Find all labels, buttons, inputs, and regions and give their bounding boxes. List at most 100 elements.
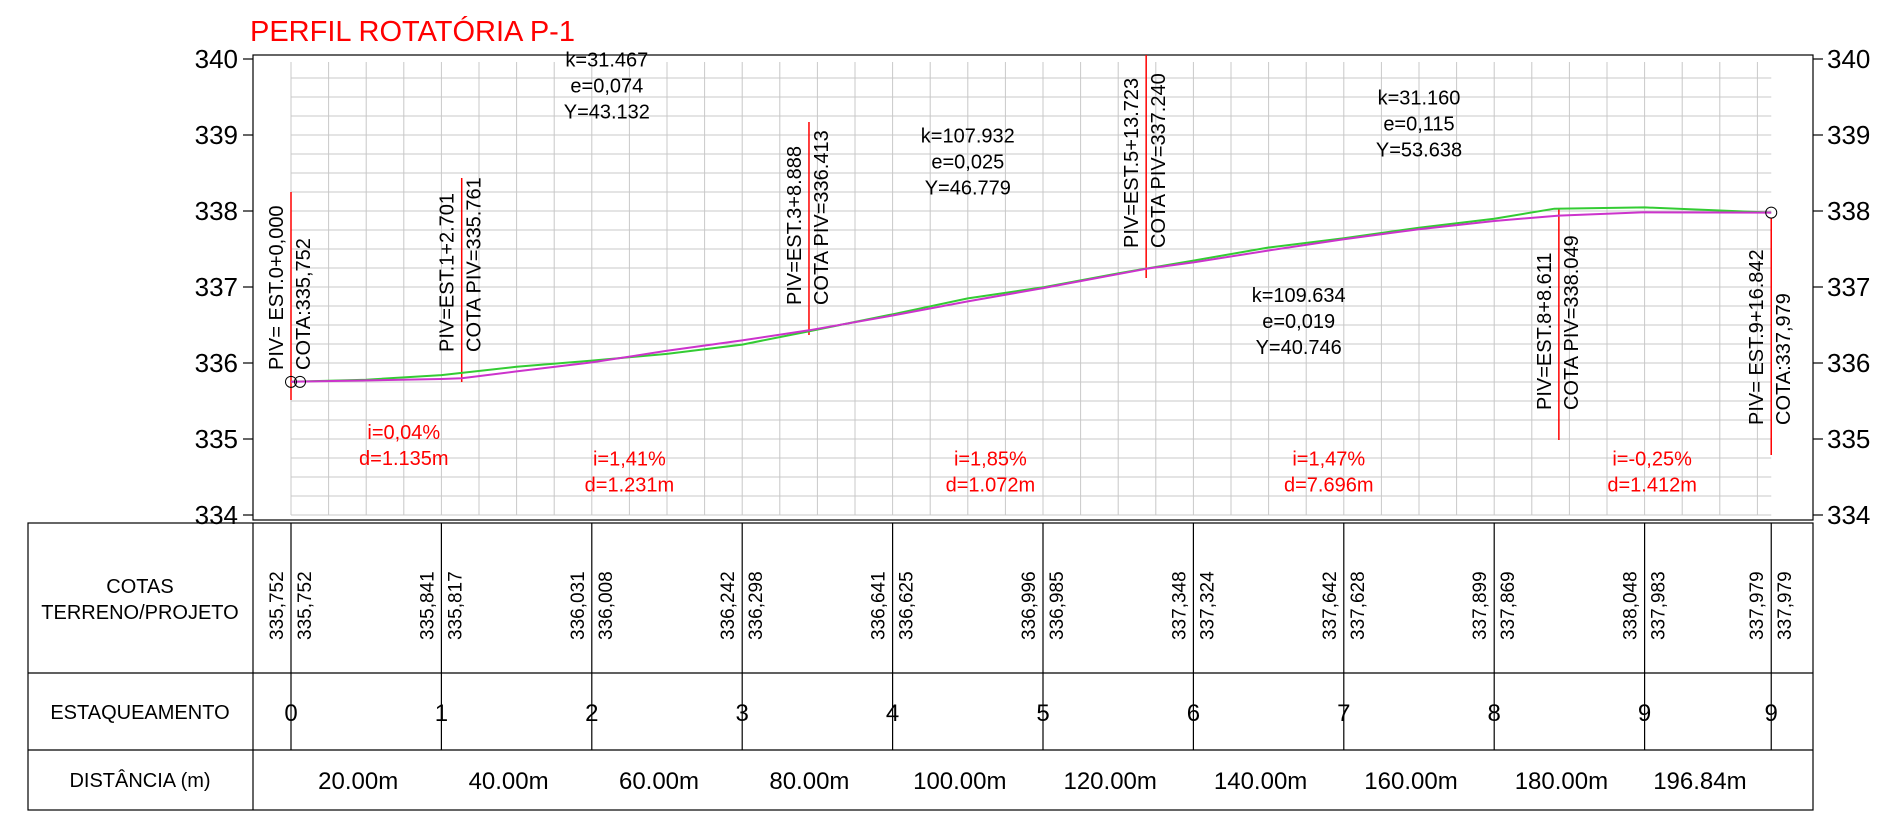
piv-station-label: PIV= EST.0+0,000 xyxy=(266,205,288,370)
slope-annotations: i=0,04% d=1.135m i=1,41% d=1.231m i=1,85% d=1… xyxy=(359,422,1697,497)
distance-value: 120.00m xyxy=(1063,768,1156,795)
chart-frame xyxy=(27,54,1814,811)
cotas-label-line1: COTAS xyxy=(106,576,173,598)
cota-projeto: 336,985 xyxy=(1047,571,1068,640)
y-tick-label-right: 334 xyxy=(1827,500,1870,530)
y-tick-label-right: 340 xyxy=(1827,44,1870,74)
y-tick-label-right: 337 xyxy=(1827,272,1870,302)
terrain-line xyxy=(290,206,1772,383)
distance-value: 180.00m xyxy=(1515,768,1608,795)
station-number: 8 xyxy=(1488,700,1501,727)
slope-length: d=7.696m xyxy=(1284,475,1374,497)
curve-parameter: e=0,115 xyxy=(1383,114,1454,136)
cota-terreno: 337,642 xyxy=(1320,571,1341,640)
piv-station-label: PIV= EST.9+16.842 xyxy=(1746,249,1768,425)
y-tick-label-left: 334 xyxy=(195,500,238,530)
cota-terreno: 336,242 xyxy=(718,571,739,640)
distance-value: 196.84m xyxy=(1653,768,1746,795)
distance-value: 60.00m xyxy=(619,768,699,795)
cota-terreno: 336,641 xyxy=(869,571,890,640)
y-tick-label-left: 340 xyxy=(195,44,238,74)
y-tick-label-right: 339 xyxy=(1827,120,1870,150)
piv-elevation-label: COTA PIV=337.240 xyxy=(1148,73,1170,248)
y-tick-label-right: 336 xyxy=(1827,348,1870,378)
distance-value: 20.00m xyxy=(318,768,398,795)
project-line xyxy=(290,211,1772,383)
piv-station-label: PIV=EST.1+2.701 xyxy=(437,193,459,352)
cota-projeto: 335,817 xyxy=(445,571,466,640)
cota-projeto: 337,983 xyxy=(1649,571,1670,640)
piv-elevation-label: COTA PIV=336.413 xyxy=(811,130,833,305)
curve-parameter: k=31.467 xyxy=(565,50,648,72)
piv-station-label: PIV=EST.8+8.611 xyxy=(1534,252,1556,410)
curve-parameter: Y=43.132 xyxy=(564,102,650,124)
slope-length: d=1.231m xyxy=(585,475,675,497)
cota-terreno: 336,031 xyxy=(568,571,589,640)
piv-elevation-label: COTA PIV=335.761 xyxy=(464,177,486,352)
curve-annotations: k=31.467 e=0,074 Y=43.132 k=107.932 e=0,025 Y… xyxy=(564,50,1462,360)
curve-parameter: e=0,074 xyxy=(570,76,643,98)
slope-grade: i=1,85% xyxy=(954,449,1027,471)
curve-parameter: k=107.932 xyxy=(921,126,1015,148)
station-number: 7 xyxy=(1337,700,1350,727)
slope-length: d=1.135m xyxy=(359,448,449,470)
y-tick-label-left: 338 xyxy=(195,196,238,226)
slope-length: d=1.072m xyxy=(946,475,1036,497)
station-number: 6 xyxy=(1187,700,1200,727)
station-number: 9 xyxy=(1638,700,1651,727)
cota-projeto: 337,869 xyxy=(1498,571,1519,640)
slope-grade: i=1,47% xyxy=(1292,449,1365,471)
slope-grade: i=1,41% xyxy=(593,449,666,471)
piv-markers: PIV= EST.0+0,000 COTA:335,752 PIV=EST.1+2.… xyxy=(266,55,1795,455)
distance-value: 160.00m xyxy=(1364,768,1457,795)
station-number: 2 xyxy=(585,700,598,727)
slope-grade: i=0,04% xyxy=(367,422,440,444)
cota-terreno: 338,048 xyxy=(1621,571,1642,640)
cota-projeto: 337,628 xyxy=(1348,571,1369,640)
y-tick-label-left: 339 xyxy=(195,120,238,150)
curve-parameter: e=0,025 xyxy=(931,152,1004,174)
distance-value: 140.00m xyxy=(1214,768,1307,795)
y-tick-label-left: 337 xyxy=(195,272,238,302)
cota-projeto: 336,298 xyxy=(746,571,767,640)
curve-parameter: Y=53.638 xyxy=(1376,140,1462,162)
station-number: 0 xyxy=(284,700,297,727)
distance-value: 40.00m xyxy=(469,768,549,795)
cota-projeto: 337,979 xyxy=(1775,571,1796,640)
cota-projeto: 337,324 xyxy=(1197,571,1218,640)
y-tick-label-left: 335 xyxy=(195,424,238,454)
start-point-marker xyxy=(285,375,297,388)
piv-station-label: PIV=EST.5+13.723 xyxy=(1121,78,1143,248)
estaqueamento-label: ESTAQUEAMENTO xyxy=(50,702,229,724)
cota-terreno: 337,979 xyxy=(1747,571,1768,640)
slope-length: d=1.412m xyxy=(1607,475,1697,497)
piv-elevation-label: COTA:335,752 xyxy=(293,238,315,370)
curve-parameter: Y=40.746 xyxy=(1256,337,1342,359)
cota-terreno: 337,899 xyxy=(1470,571,1491,640)
elevation-axes: 334 334 335 335 336 336 337 337 338 338 339 339 340 3… xyxy=(195,44,1871,530)
station-number: 4 xyxy=(886,700,899,727)
table-border xyxy=(27,522,1814,811)
cota-terreno: 335,841 xyxy=(417,571,438,640)
station-number: 3 xyxy=(736,700,749,727)
profile-title: PERFIL ROTATÓRIA P-1 xyxy=(250,15,575,48)
curve-parameter: k=109.634 xyxy=(1252,285,1346,307)
curve-parameter: Y=46.779 xyxy=(925,178,1011,200)
piv-elevation-label: COTA PIV=338.049 xyxy=(1561,235,1583,410)
piv-elevation-label: COTA:337,979 xyxy=(1773,293,1795,425)
end-point-marker xyxy=(1765,206,1778,219)
curve-parameter: k=31.160 xyxy=(1378,88,1461,110)
y-tick-label-left: 336 xyxy=(195,348,238,378)
profile-grid xyxy=(290,62,1772,516)
curve-parameter: e=0,019 xyxy=(1262,311,1335,333)
distance-value: 80.00m xyxy=(769,768,849,795)
start-point-marker xyxy=(294,375,306,388)
y-tick-label-right: 338 xyxy=(1827,196,1870,226)
data-table: COTAS TERRENO/PROJETO ESTAQUEAMENTO DIST… xyxy=(41,571,1796,795)
cota-projeto: 336,625 xyxy=(897,571,918,640)
station-number: 1 xyxy=(435,700,448,727)
cota-projeto: 335,752 xyxy=(295,571,316,640)
slope-grade: i=-0,25% xyxy=(1612,449,1692,471)
station-number: 9 xyxy=(1765,700,1778,727)
